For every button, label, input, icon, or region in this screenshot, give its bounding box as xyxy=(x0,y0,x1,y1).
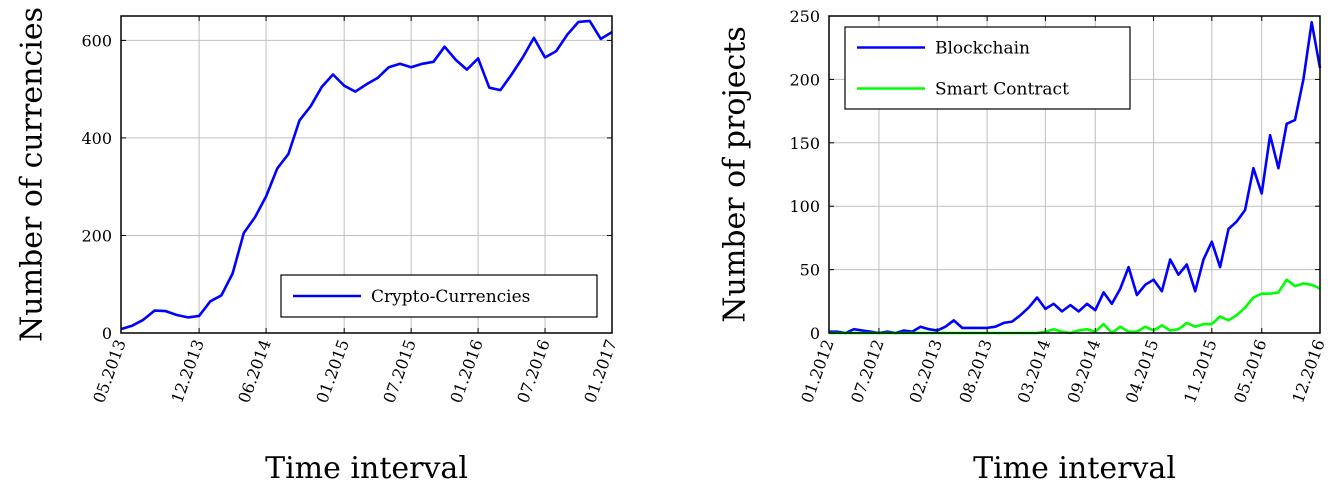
legend-label-blockchain: Blockchain xyxy=(935,39,1030,59)
x-tick-label: 01.2017 xyxy=(580,337,620,406)
x-tick-label: 07.2015 xyxy=(379,337,419,406)
x-tick-label: 05.2016 xyxy=(1230,337,1270,406)
x-tick-label: 01.2012 xyxy=(797,337,837,406)
y-tick-label: 0 xyxy=(102,324,112,343)
y-tick-label: 250 xyxy=(789,7,820,26)
legend-label-smart-contract: Smart Contract xyxy=(935,80,1069,100)
x-tick-label: 01.2015 xyxy=(312,337,352,406)
legend-box xyxy=(844,26,1131,110)
y-tick-label: 400 xyxy=(81,129,112,148)
x-tick-label: 08.2013 xyxy=(955,337,995,406)
x-tick-label: 05.2013 xyxy=(89,337,129,406)
x-tick-label: 02.2013 xyxy=(905,337,945,406)
legend: Crypto-Currencies xyxy=(280,274,598,318)
y-axis-label: Number of projects xyxy=(718,26,753,322)
x-axis-label: Time interval xyxy=(973,451,1176,485)
x-axis-label: Time interval xyxy=(265,451,468,485)
y-tick-label: 200 xyxy=(789,70,820,89)
legend-label-crypto-currencies: Crypto-Currencies xyxy=(371,287,530,307)
series-line-smart-contract xyxy=(829,278,1321,335)
x-tick-label: 09.2014 xyxy=(1064,337,1104,406)
y-tick-label: 50 xyxy=(800,261,820,280)
series-line-crypto-currencies xyxy=(120,19,613,331)
legend: Blockchain Smart Contract xyxy=(844,26,1131,110)
y-tick-label: 100 xyxy=(789,197,820,216)
x-tick-label: 04.2015 xyxy=(1122,337,1162,406)
series-line-blockchain xyxy=(829,20,1322,335)
x-tick-label: 12.2016 xyxy=(1288,337,1328,406)
x-tick-label: 11.2015 xyxy=(1180,337,1220,406)
y-tick-label: 150 xyxy=(789,134,820,153)
y-tick-label: 0 xyxy=(810,324,820,343)
chart-projects: 0 50 100 150 200 250 01.2012 07.2012 02.2013 08.2… xyxy=(718,7,1328,485)
y-tick-label: 200 xyxy=(81,226,112,245)
y-tick-label: 600 xyxy=(81,31,112,50)
x-tick-label: 03.2014 xyxy=(1014,337,1054,406)
x-tick-label: 06.2014 xyxy=(234,337,274,406)
chart-currencies: 0 200 400 600 05.2013 12.2013 06.2014 01.2015 07… xyxy=(15,7,621,485)
y-axis-label: Number of currencies xyxy=(15,7,50,342)
x-tick-label: 12.2013 xyxy=(167,337,207,406)
plot-frame xyxy=(828,15,1321,334)
x-tick-label: 07.2016 xyxy=(513,337,553,406)
x-tick-label: 07.2012 xyxy=(847,337,887,406)
plot-frame xyxy=(120,15,613,334)
x-tick-label: 01.2016 xyxy=(446,337,486,406)
